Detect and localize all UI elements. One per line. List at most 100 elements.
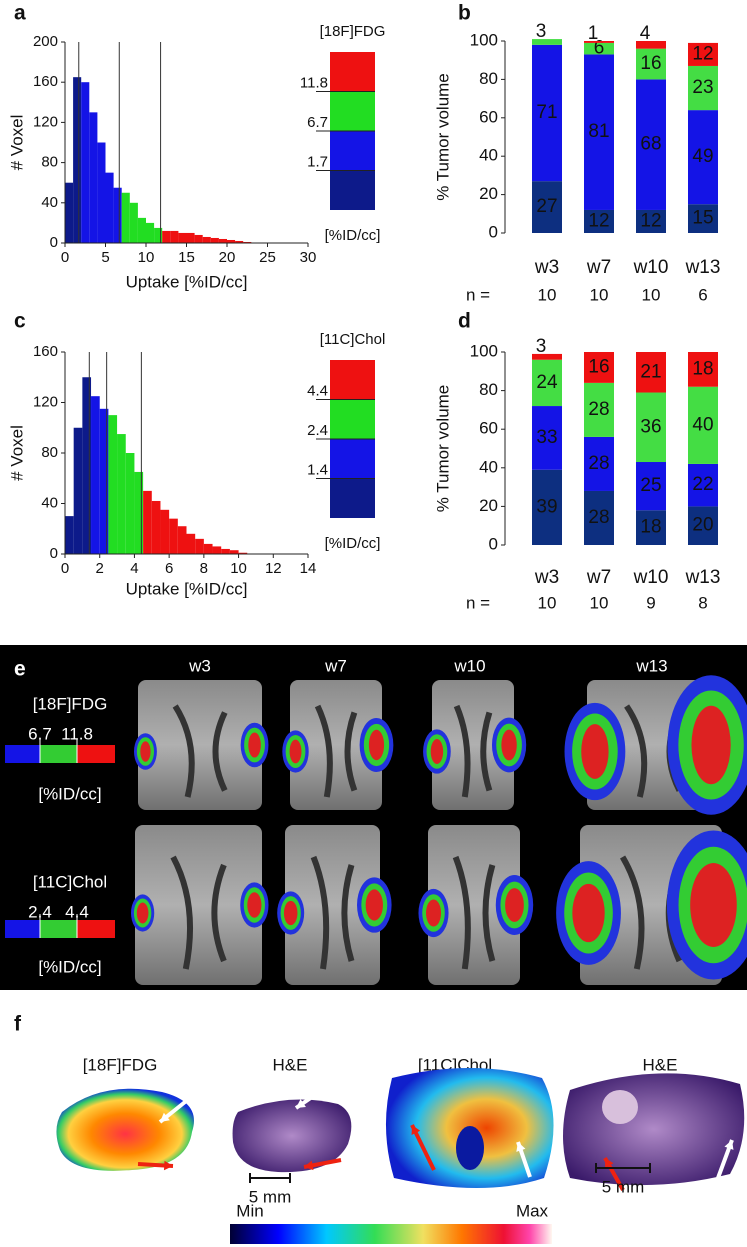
histogram-bar [154, 227, 163, 243]
histogram-bar [65, 182, 74, 243]
bar-segment [584, 490, 614, 545]
histogram-bar [186, 232, 195, 243]
legend-bar [40, 920, 77, 938]
value-label: 28 [588, 507, 609, 528]
n-value: 10 [642, 285, 661, 304]
bar-segment [584, 54, 614, 210]
bar-segment [532, 44, 562, 182]
histogram-bar [113, 187, 122, 243]
mri-structure [452, 855, 496, 970]
bar-segment [636, 41, 666, 49]
unit-label: [%ID/cc] [38, 784, 101, 803]
colorbar-segment [330, 399, 375, 439]
n-label: n = [466, 593, 490, 612]
column-header: w7 [324, 656, 347, 675]
y-tick-label: 0 [50, 234, 58, 251]
bar-segment [636, 48, 666, 80]
bar-segment [688, 204, 718, 233]
colorbar-segment [330, 478, 375, 518]
histogram-bar [194, 234, 203, 243]
value-label: 39 [536, 496, 557, 517]
mri-image [432, 680, 514, 810]
x-tick-label: w13 [685, 567, 721, 588]
bar-segment [532, 181, 562, 233]
value-label: 71 [536, 102, 557, 123]
tumor-red [365, 889, 383, 921]
x-tick-label: 25 [259, 249, 276, 266]
bar-segment [584, 382, 614, 437]
n-label: n = [466, 285, 490, 304]
histogram-bar [129, 202, 138, 243]
x-tick-label: 4 [130, 560, 138, 577]
x-tick-label: 2 [96, 560, 104, 577]
x-tick-label: 8 [200, 560, 208, 577]
histogram-bar [203, 543, 213, 554]
tumor-red [505, 888, 524, 922]
histogram-bar [82, 377, 92, 554]
value-label: 25 [640, 475, 661, 496]
colorbar-unit: [%ID/cc] [325, 227, 381, 244]
value-label: 36 [640, 416, 661, 437]
value-label: 23 [692, 77, 713, 98]
bar-segment [688, 65, 718, 111]
histogram-bar [108, 415, 118, 554]
n-value: 10 [590, 285, 609, 304]
bar-segment [584, 352, 614, 383]
value-label: 12 [588, 210, 609, 231]
colorbar-title: [11C]Chol [320, 331, 386, 348]
bar-segment [532, 359, 562, 407]
fdg-image [56, 1088, 194, 1171]
histogram-bar [178, 232, 187, 243]
histogram-bar [238, 552, 248, 554]
scale-label: 5 mm [249, 1187, 292, 1206]
histogram-bar [218, 238, 227, 243]
bar-segment [636, 510, 666, 545]
bar-segment [688, 463, 718, 507]
column-header: w10 [453, 656, 485, 675]
mri-image [290, 680, 382, 810]
y-tick-label: 160 [33, 343, 58, 360]
x-tick-label: 12 [265, 560, 282, 577]
tumor-red [247, 892, 262, 918]
tumor-red [136, 902, 149, 924]
threshold-label: 2.4 [28, 902, 52, 921]
value-label: 20 [692, 515, 713, 536]
n-value: 10 [538, 285, 557, 304]
x-tick-label: w7 [586, 567, 611, 588]
panel-letter: d [458, 310, 471, 333]
value-label: 22 [692, 474, 713, 495]
histogram-bar [210, 237, 219, 243]
colorbar-tick-label: 1.7 [307, 153, 328, 170]
bar-segment [636, 79, 666, 210]
column-header: w13 [635, 656, 667, 675]
y-axis-label: % Tumor volume [433, 385, 452, 513]
tumor-red [283, 900, 298, 926]
histogram-bar [162, 230, 171, 243]
colorbar-title: [18F]FDG [320, 23, 386, 40]
value-label: 18 [692, 358, 713, 379]
colorbar-segment [330, 170, 375, 210]
y-tick-label: 40 [479, 457, 498, 476]
arrow-head [304, 1160, 314, 1171]
colorbar-segment [330, 439, 375, 479]
value-label: 33 [536, 427, 557, 448]
y-tick-label: 40 [479, 146, 498, 165]
y-tick-label: 0 [489, 222, 498, 241]
y-tick-label: 80 [41, 444, 58, 461]
value-label: 68 [640, 134, 661, 155]
bar-segment [688, 110, 718, 205]
colorbar-segment [330, 52, 375, 92]
mri-image [428, 825, 520, 985]
bar-segment [584, 42, 614, 55]
tracer-label: [11C]Chol [33, 872, 107, 891]
legend-bar [77, 920, 115, 938]
bar-segment [584, 436, 614, 491]
y-tick-label: 120 [33, 393, 58, 410]
value-label: 28 [588, 453, 609, 474]
x-tick-label: 0 [61, 560, 69, 577]
histogram-bar [91, 396, 100, 554]
n-value: 6 [698, 285, 707, 304]
chol-cold [456, 1126, 484, 1170]
value-label: 81 [588, 121, 609, 142]
